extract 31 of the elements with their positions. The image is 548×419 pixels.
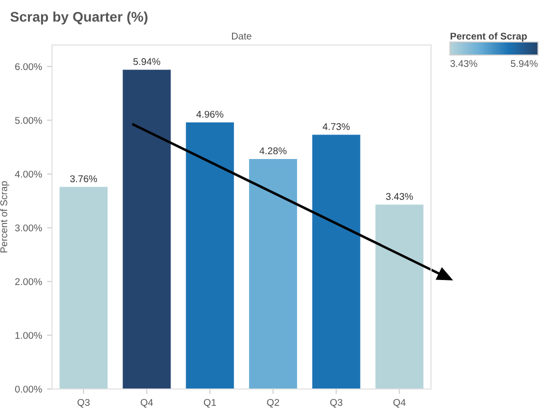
y-tick-label: 0.00% [15,386,42,393]
color-bar-label: 3.43% [450,60,478,67]
data-label: 5.94% [133,58,160,66]
bar [312,134,360,389]
x-tick-label: Q3 [78,398,90,408]
data-label: 4.73% [322,123,350,130]
data-label: 4.96% [196,110,224,118]
x-axis-title: Date [232,32,252,40]
y-tick-label: 5.00% [15,116,42,124]
x-tick-label: Q4 [393,398,406,408]
y-tick-label: 6.00% [15,63,42,70]
chart-title: Scrap by Quarter (%) [10,12,148,24]
y-tick-label: 1.00% [15,332,42,339]
bar [60,186,108,389]
x-tick-label: Q2 [267,398,280,408]
bar [375,204,424,389]
color-bar-title: Percent of Scrap [450,32,527,42]
bar [249,158,298,389]
y-tick-label: 2.00% [15,278,42,286]
bar [122,70,171,389]
data-label: 4.28% [260,147,287,154]
y-tick-label: 4.00% [14,170,42,178]
data-label: 3.76% [70,175,98,182]
x-tick-label: Q4 [140,398,153,408]
bar [186,122,234,389]
data-label: 3.43% [386,193,413,200]
x-tick-label: Q3 [330,398,342,408]
y-tick-label: 3.00% [15,224,42,232]
x-tick-label: Q1 [204,398,216,408]
y-axis-title: Percent of Scrap [0,181,10,252]
color-bar-label: 5.94% [510,60,538,67]
